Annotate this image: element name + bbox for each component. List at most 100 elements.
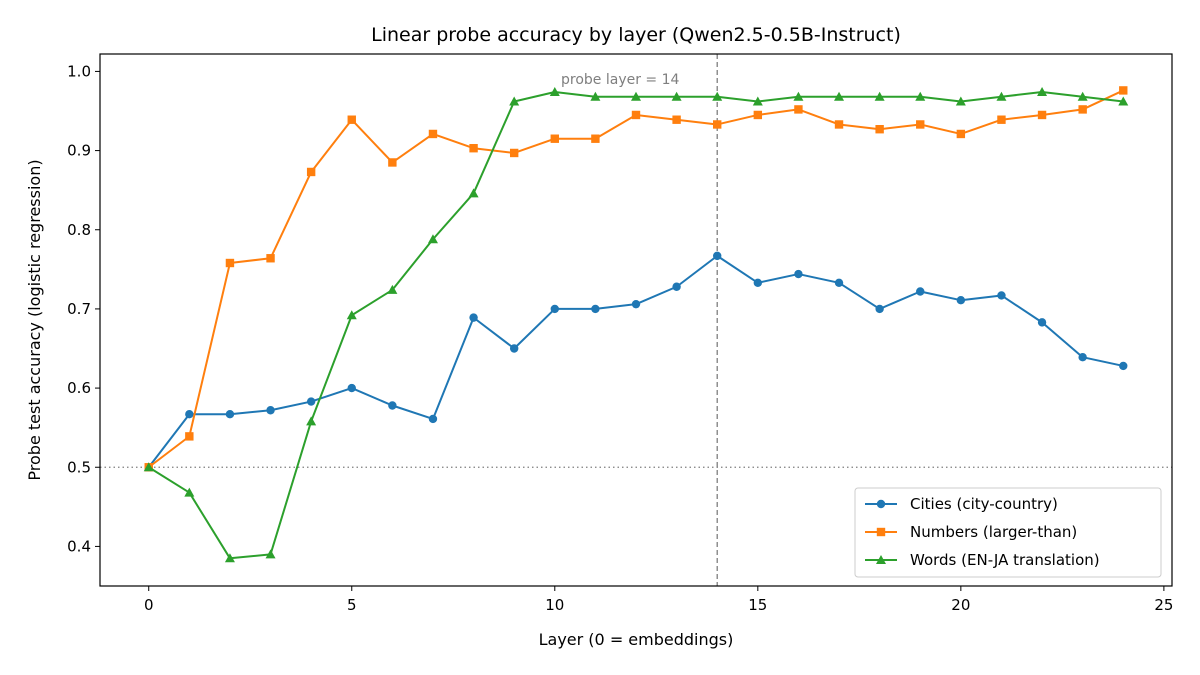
legend-box bbox=[854, 487, 1162, 578]
data-point bbox=[916, 120, 925, 129]
data-point bbox=[225, 258, 235, 268]
plot-area bbox=[100, 54, 1172, 586]
axes-frame bbox=[99, 53, 1173, 587]
data-point bbox=[1078, 353, 1087, 362]
data-point bbox=[956, 129, 966, 139]
legend-item: Words (EN-JA translation) bbox=[865, 551, 1100, 569]
legend-marker bbox=[876, 555, 886, 564]
data-point bbox=[550, 134, 559, 143]
data-point bbox=[1078, 105, 1087, 114]
data-point bbox=[712, 91, 723, 101]
x-tick-label: 25 bbox=[1154, 596, 1173, 614]
data-point bbox=[713, 120, 722, 129]
y-tick-label: 0.5 bbox=[67, 458, 91, 476]
y-axis-label: Probe test accuracy (logistic regression… bbox=[25, 159, 44, 480]
y-tick-label: 1.0 bbox=[67, 62, 91, 80]
data-point bbox=[550, 304, 559, 314]
y-tick-label: 0.8 bbox=[67, 221, 91, 239]
data-point bbox=[753, 110, 763, 120]
series-line bbox=[148, 89, 1124, 469]
series-1 bbox=[144, 86, 1128, 472]
data-point bbox=[306, 416, 317, 426]
data-point bbox=[1119, 86, 1128, 95]
data-point bbox=[509, 148, 519, 158]
data-point bbox=[428, 129, 438, 139]
data-point bbox=[591, 134, 600, 143]
legend: Cities (city-country) Numbers (larger-tha… bbox=[854, 487, 1162, 578]
data-point bbox=[874, 91, 885, 101]
data-point bbox=[631, 299, 641, 309]
data-point bbox=[469, 144, 478, 153]
data-point bbox=[794, 105, 803, 114]
data-point bbox=[1119, 361, 1128, 371]
data-point bbox=[996, 91, 1007, 101]
legend-label: Cities (city-country) bbox=[910, 495, 1058, 513]
data-point bbox=[915, 91, 926, 101]
data-point bbox=[427, 234, 438, 244]
data-point bbox=[266, 406, 275, 415]
data-point bbox=[388, 401, 397, 410]
data-point bbox=[1118, 96, 1129, 106]
legend-item: Cities (city-country) bbox=[865, 495, 1058, 513]
data-point bbox=[265, 549, 276, 559]
data-point bbox=[143, 462, 154, 472]
y-axis: 0.4 0.5 0.6 0.7 0.8 0.9 1.0 bbox=[67, 62, 100, 555]
x-tick-label: 10 bbox=[545, 596, 564, 614]
data-point bbox=[875, 304, 884, 314]
y-tick-label: 0.6 bbox=[67, 379, 91, 397]
data-point bbox=[185, 410, 194, 419]
data-point bbox=[185, 432, 194, 441]
data-point bbox=[956, 296, 966, 305]
data-point bbox=[468, 188, 479, 198]
data-point bbox=[713, 251, 722, 261]
data-point bbox=[1037, 318, 1047, 327]
data-point bbox=[955, 96, 966, 106]
data-point bbox=[672, 115, 681, 124]
data-point bbox=[834, 278, 844, 287]
data-point bbox=[347, 115, 356, 124]
data-point bbox=[225, 410, 235, 419]
data-point bbox=[997, 291, 1006, 300]
series-2 bbox=[143, 87, 1129, 563]
data-point bbox=[347, 383, 356, 393]
x-tick-label: 0 bbox=[144, 596, 154, 614]
data-point bbox=[793, 91, 804, 101]
data-point bbox=[388, 158, 397, 167]
data-point bbox=[387, 284, 398, 294]
legend-item: Numbers (larger-than) bbox=[865, 523, 1077, 541]
data-point bbox=[672, 282, 681, 291]
data-point bbox=[1037, 87, 1048, 96]
data-point bbox=[590, 91, 601, 101]
data-point bbox=[631, 110, 641, 120]
data-point bbox=[224, 553, 235, 563]
data-point bbox=[184, 487, 195, 497]
legend-label: Words (EN-JA translation) bbox=[910, 551, 1100, 569]
legend-label: Numbers (larger-than) bbox=[910, 523, 1077, 541]
data-point bbox=[549, 87, 560, 96]
x-tick-label: 20 bbox=[951, 596, 970, 614]
series-line bbox=[147, 254, 1124, 468]
data-point bbox=[752, 96, 763, 106]
data-point bbox=[428, 414, 438, 424]
x-tick-label: 5 bbox=[347, 596, 357, 614]
data-point bbox=[1077, 91, 1088, 101]
data-point bbox=[306, 167, 316, 177]
y-tick-label: 0.7 bbox=[67, 300, 91, 318]
data-point bbox=[916, 287, 925, 296]
data-point bbox=[306, 397, 316, 406]
x-axis: 0 5 10 15 20 25 bbox=[144, 586, 1173, 614]
legend-marker bbox=[876, 499, 886, 509]
y-tick-label: 0.9 bbox=[67, 142, 91, 160]
data-point bbox=[834, 91, 845, 101]
data-point bbox=[753, 278, 763, 287]
data-point bbox=[671, 91, 682, 101]
chart-title: Linear probe accuracy by layer (Qwen2.5-… bbox=[371, 24, 901, 46]
data-point bbox=[509, 344, 519, 353]
series-0 bbox=[144, 251, 1128, 472]
data-point bbox=[834, 120, 844, 129]
probe-layer-annotation: probe layer = 14 bbox=[561, 72, 680, 88]
data-point bbox=[346, 310, 357, 320]
legend-marker bbox=[876, 527, 886, 537]
x-axis-label: Layer (0 = embeddings) bbox=[539, 630, 734, 649]
